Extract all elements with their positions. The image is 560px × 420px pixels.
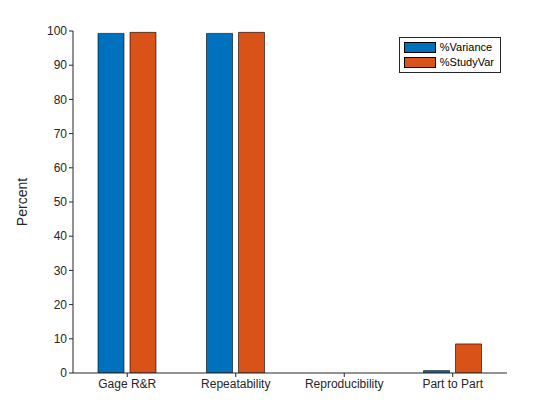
svg-text:40: 40 <box>54 229 68 243</box>
svg-text:0: 0 <box>60 366 67 380</box>
svg-text:Part to Part: Part to Part <box>422 377 483 391</box>
svg-text:Reproducibility: Reproducibility <box>305 377 384 391</box>
svg-text:Percent: Percent <box>14 178 30 226</box>
svg-text:70: 70 <box>54 127 68 141</box>
svg-text:80: 80 <box>54 93 68 107</box>
svg-text:90: 90 <box>54 58 68 72</box>
svg-text:20: 20 <box>54 298 68 312</box>
svg-text:Gage R&R: Gage R&R <box>98 377 156 391</box>
html-text:%Variance: %Variance <box>439 41 493 53</box>
svg-text:30: 30 <box>54 264 68 278</box>
svg-text:60: 60 <box>54 161 68 175</box>
html-text:%StudyVar: %StudyVar <box>439 56 494 68</box>
svg-text:100: 100 <box>47 24 67 38</box>
svg-text:50: 50 <box>54 195 68 209</box>
svg-text:10: 10 <box>54 332 68 346</box>
svg-text:Repeatability: Repeatability <box>201 377 270 391</box>
